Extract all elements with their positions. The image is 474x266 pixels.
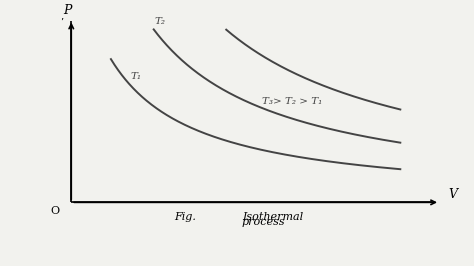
Text: T₃> T₂ > T₁: T₃> T₂ > T₁ (262, 97, 322, 106)
Text: Isothermal: Isothermal (242, 213, 303, 222)
Text: O: O (51, 206, 60, 216)
Text: T₂: T₂ (155, 17, 165, 26)
Text: ’: ’ (60, 18, 63, 28)
Text: process: process (242, 218, 285, 227)
Text: V: V (448, 188, 457, 201)
Text: P: P (63, 4, 72, 17)
Text: Fig.: Fig. (174, 213, 196, 222)
Text: T₁: T₁ (131, 72, 142, 81)
